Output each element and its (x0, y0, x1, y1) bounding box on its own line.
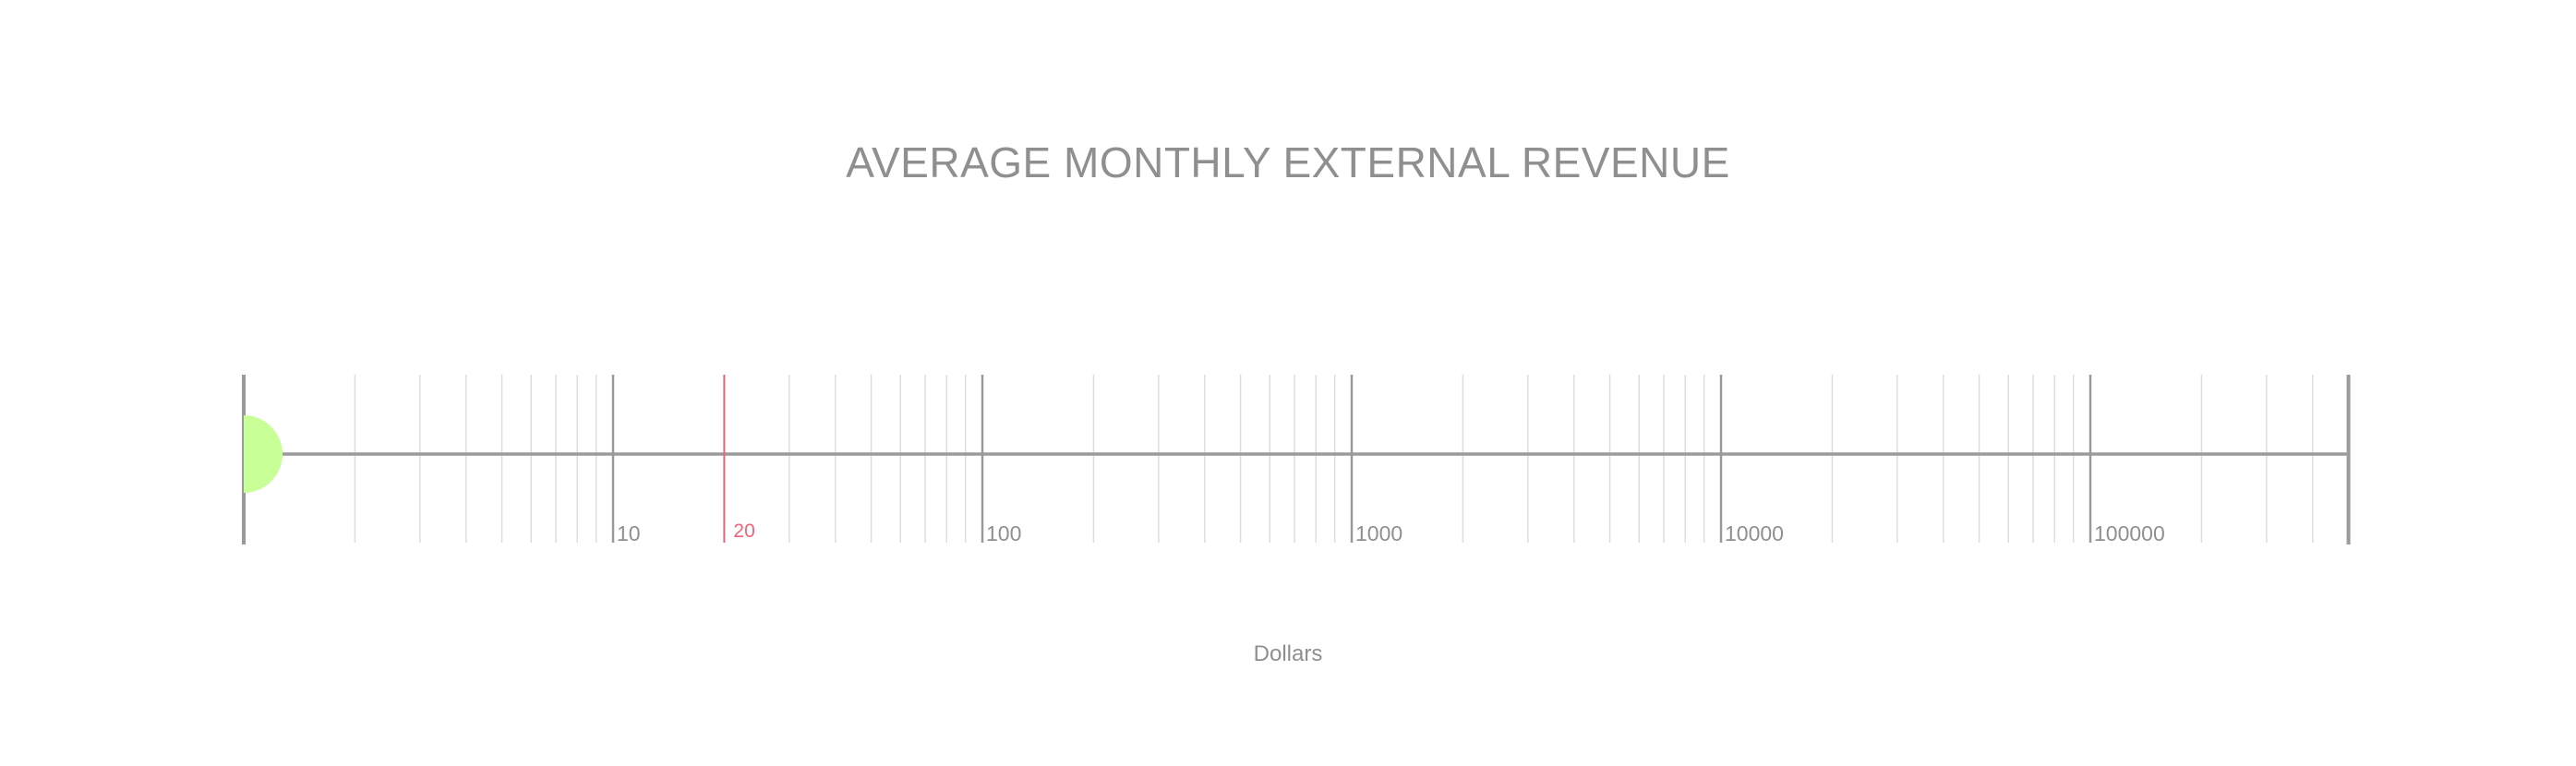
tick-label: 10 (617, 521, 641, 545)
tick-label: 10000 (1725, 521, 1784, 545)
chart-title: AVERAGE MONTHLY EXTERNAL REVENUE (846, 138, 1730, 186)
tick-label: 100000 (2094, 521, 2165, 545)
reference-label: 20 (733, 521, 754, 542)
data-point (244, 415, 283, 493)
x-axis-label: Dollars (1253, 641, 1323, 666)
tick-label: 1000 (1355, 521, 1402, 545)
tick-label: 100 (986, 521, 1021, 545)
